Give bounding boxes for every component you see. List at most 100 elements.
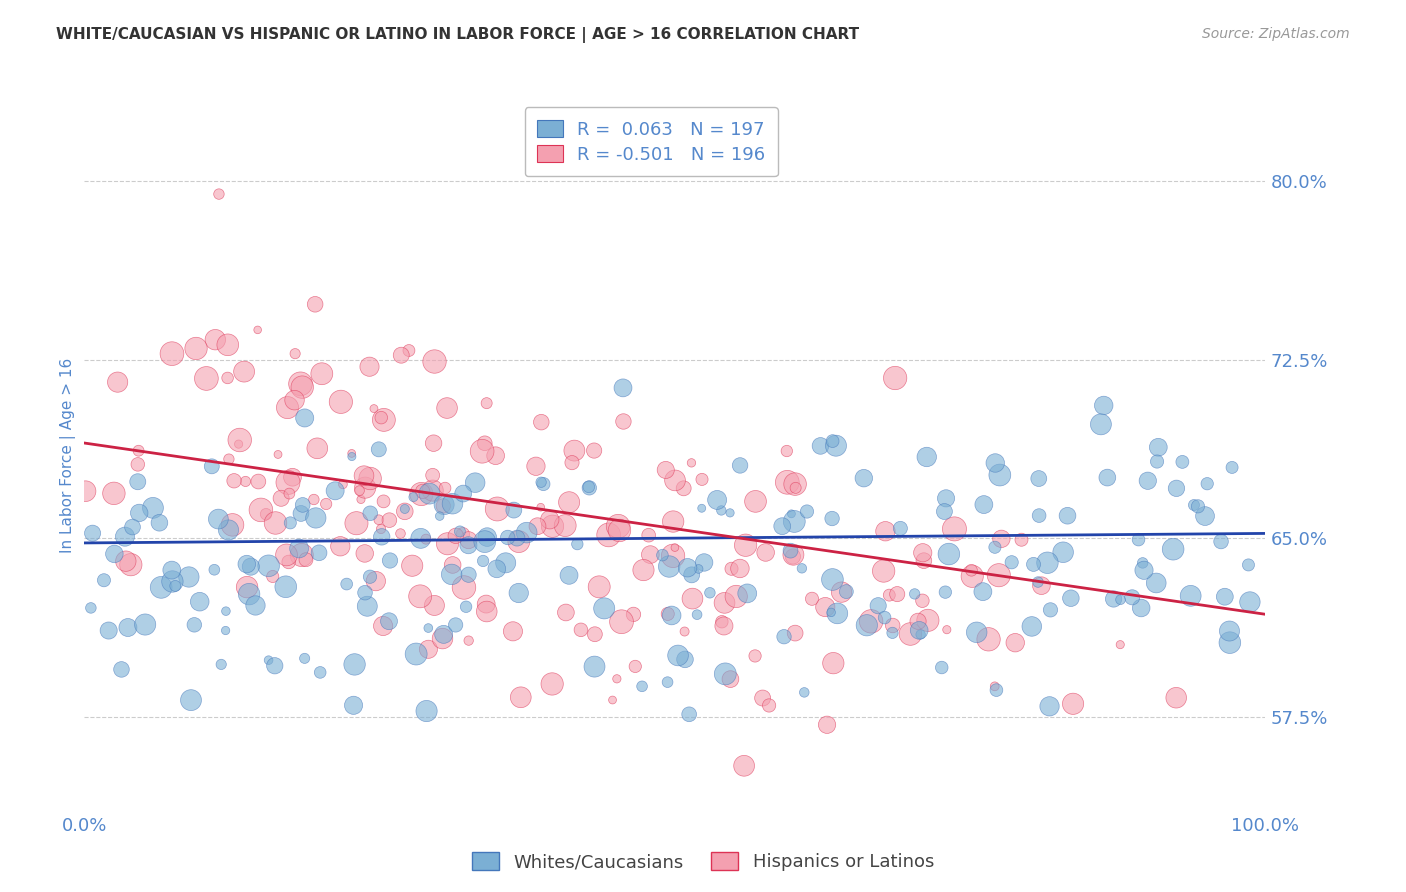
Point — [451, 527, 474, 541]
Point — [160, 563, 183, 577]
Point — [441, 497, 464, 511]
Point — [134, 617, 156, 632]
Point — [117, 620, 139, 634]
Point — [409, 532, 432, 546]
Point — [502, 624, 524, 639]
Point — [966, 625, 988, 640]
Point — [93, 573, 115, 587]
Point — [401, 558, 423, 573]
Point — [938, 547, 960, 561]
Point — [245, 599, 267, 613]
Point — [530, 500, 553, 515]
Point — [294, 651, 316, 665]
Point — [496, 531, 519, 545]
Point — [97, 624, 120, 638]
Point — [411, 487, 433, 501]
Point — [986, 683, 1008, 698]
Point — [657, 607, 679, 621]
Point — [453, 581, 475, 595]
Point — [378, 553, 401, 567]
Point — [370, 530, 392, 544]
Point — [856, 618, 879, 632]
Point — [1171, 455, 1194, 469]
Point — [538, 513, 561, 527]
Point — [875, 524, 897, 539]
Point — [354, 585, 377, 599]
Point — [436, 537, 458, 551]
Point — [215, 604, 238, 618]
Point — [886, 587, 908, 601]
Point — [309, 665, 332, 680]
Point — [882, 618, 904, 632]
Point — [359, 471, 381, 485]
Point — [454, 599, 477, 614]
Point — [934, 585, 956, 599]
Point — [103, 486, 125, 500]
Point — [238, 587, 260, 601]
Point — [444, 529, 467, 543]
Point — [441, 558, 464, 572]
Point — [262, 569, 284, 583]
Point — [276, 548, 298, 562]
Point — [796, 504, 818, 518]
Point — [402, 490, 425, 504]
Point — [706, 492, 728, 507]
Point — [776, 444, 799, 458]
Point — [541, 519, 564, 533]
Point — [889, 521, 911, 535]
Point — [672, 481, 695, 495]
Point — [82, 526, 104, 541]
Point — [423, 354, 446, 368]
Point — [1052, 545, 1074, 559]
Point — [283, 393, 305, 408]
Point — [1031, 579, 1053, 593]
Point — [782, 549, 804, 564]
Point — [221, 517, 243, 532]
Point — [728, 561, 751, 575]
Point — [114, 554, 136, 568]
Point — [436, 401, 458, 415]
Point — [160, 346, 183, 360]
Point — [340, 450, 363, 464]
Point — [983, 679, 1005, 693]
Point — [785, 481, 807, 495]
Point — [278, 516, 301, 530]
Point — [367, 513, 389, 527]
Point — [457, 633, 479, 648]
Point — [1146, 454, 1168, 468]
Point — [371, 619, 394, 633]
Point — [664, 474, 686, 488]
Point — [127, 458, 149, 472]
Point — [359, 506, 381, 520]
Point — [558, 495, 581, 509]
Point — [583, 659, 606, 673]
Point — [75, 484, 97, 499]
Point — [274, 580, 297, 594]
Point — [336, 577, 359, 591]
Point — [195, 371, 218, 385]
Point — [208, 187, 231, 202]
Point — [110, 662, 132, 676]
Point — [236, 557, 259, 571]
Point — [1028, 508, 1050, 523]
Point — [1219, 635, 1241, 649]
Point — [516, 525, 538, 540]
Point — [633, 563, 655, 577]
Point — [631, 679, 654, 693]
Point — [217, 371, 239, 385]
Point — [1036, 556, 1059, 570]
Point — [607, 519, 630, 533]
Point — [943, 522, 966, 536]
Point — [323, 483, 346, 498]
Point — [257, 558, 280, 573]
Point — [710, 503, 733, 517]
Point — [681, 456, 703, 470]
Point — [882, 626, 904, 640]
Point — [284, 346, 307, 360]
Point — [429, 509, 451, 524]
Point — [699, 586, 721, 600]
Text: WHITE/CAUCASIAN VS HISPANIC OR LATINO IN LABOR FORCE | AGE > 16 CORRELATION CHAR: WHITE/CAUCASIAN VS HISPANIC OR LATINO IN… — [56, 27, 859, 43]
Point — [290, 376, 312, 391]
Point — [831, 585, 853, 599]
Point — [564, 443, 586, 458]
